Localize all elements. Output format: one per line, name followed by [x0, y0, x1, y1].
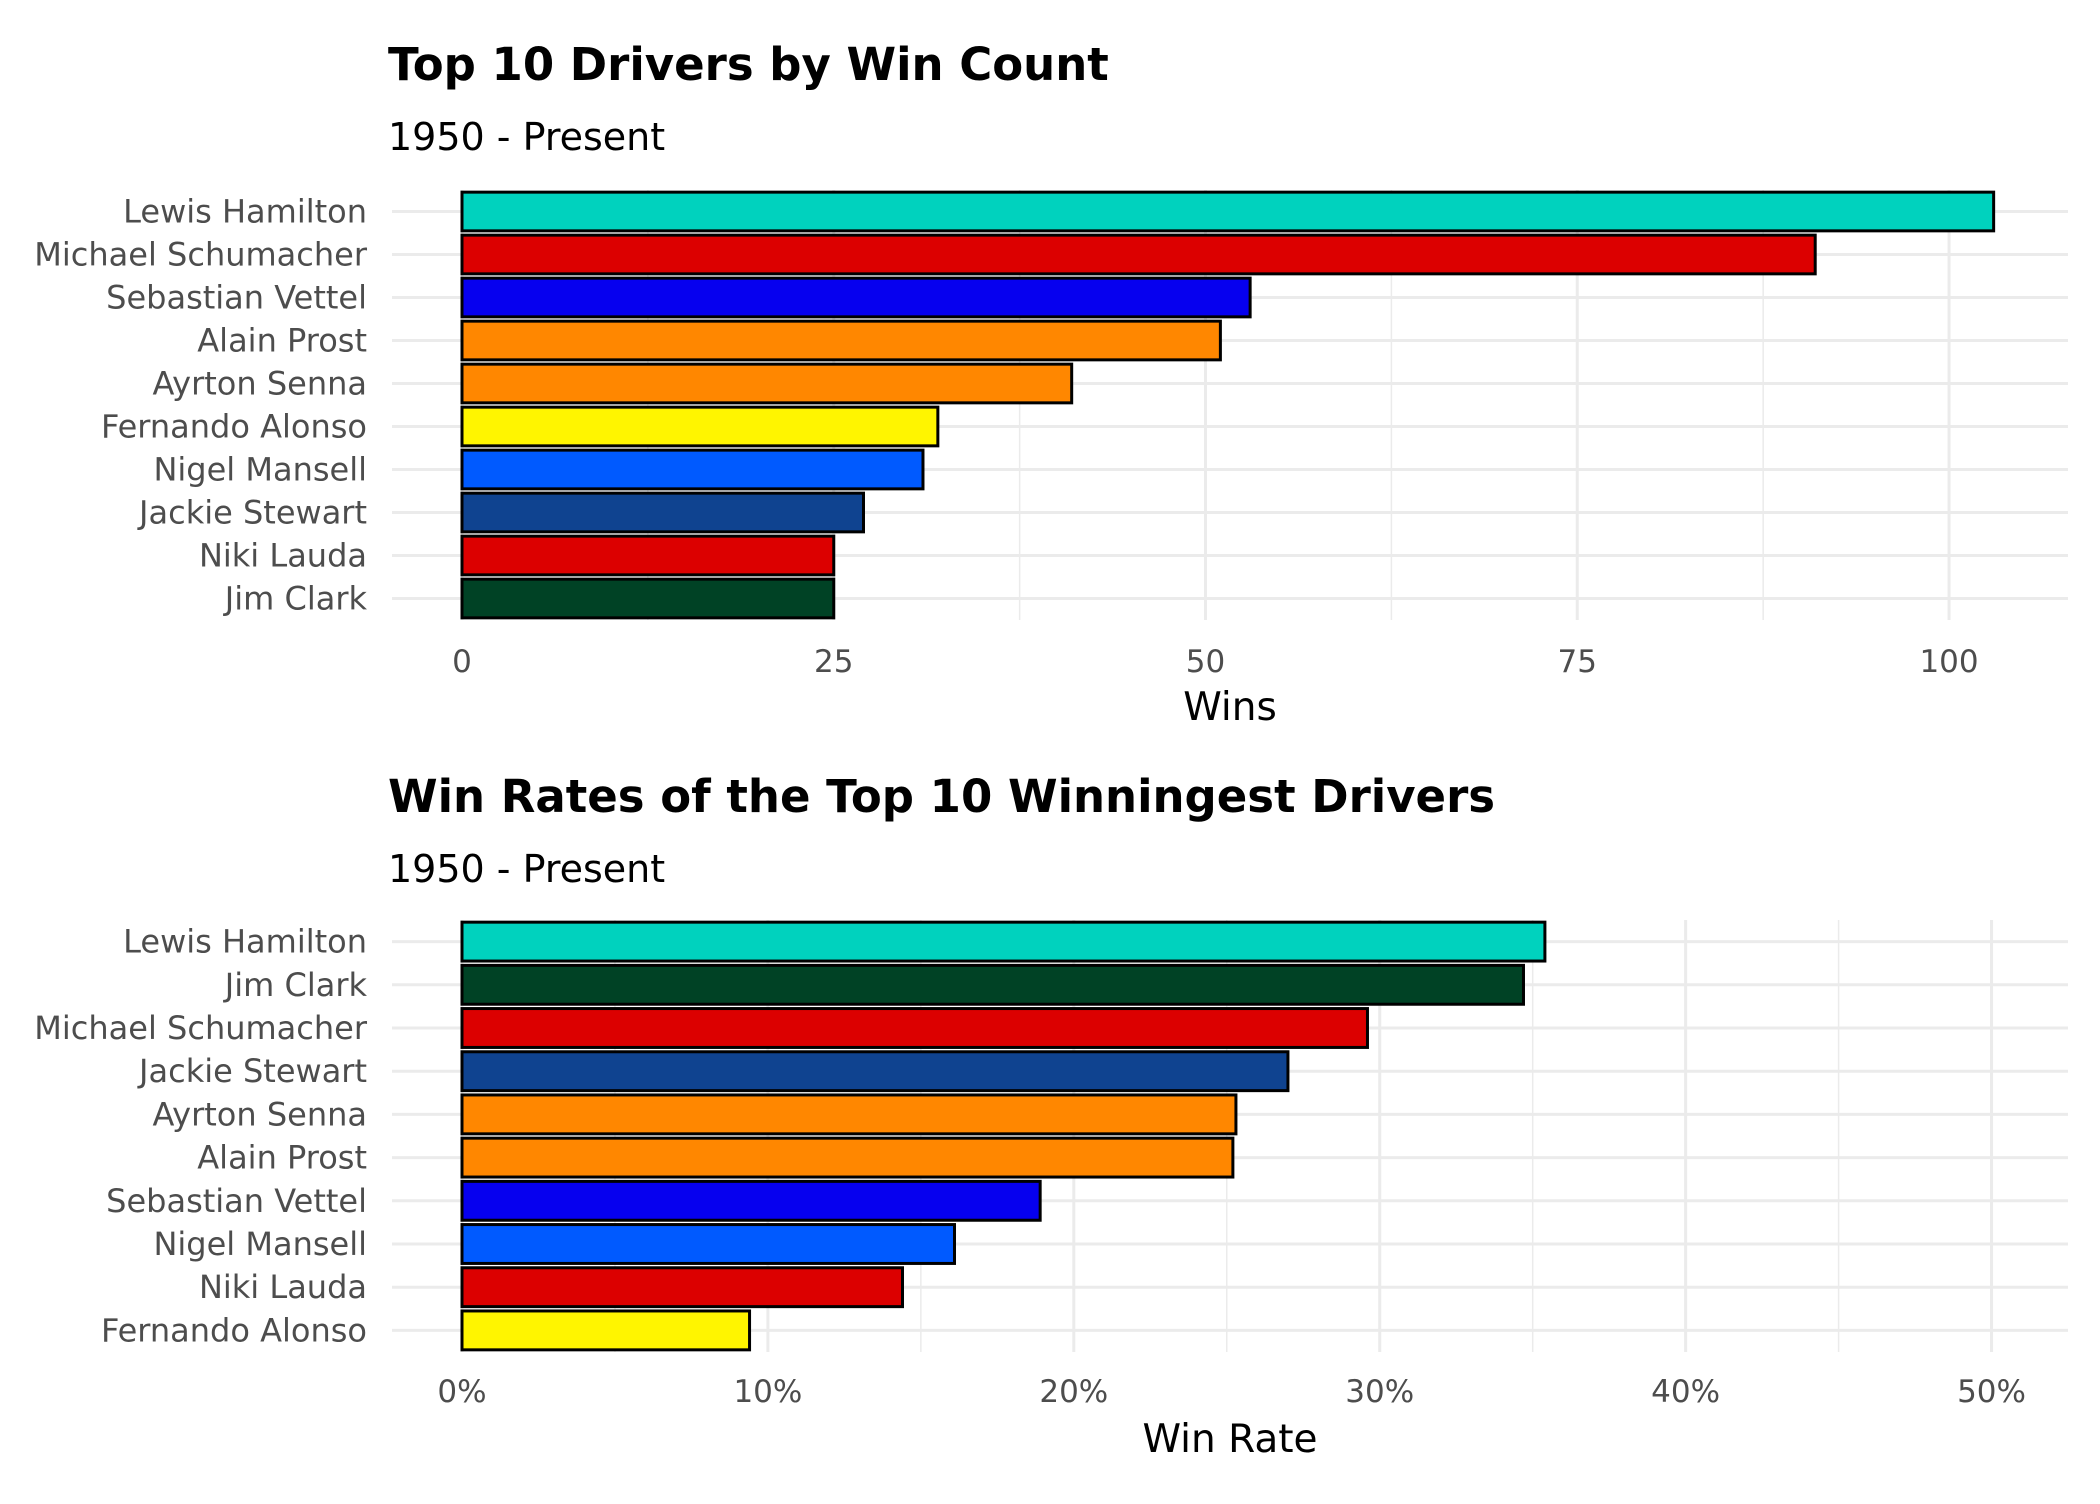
chart-title: Top 10 Drivers by Win Count — [388, 38, 1109, 91]
category-label: Lewis Hamilton — [123, 923, 367, 961]
x-tick-label: 75 — [1558, 644, 1597, 680]
bar-jim-clark — [460, 963, 1525, 1006]
bar-jim-clark — [460, 577, 836, 620]
x-tick-label: 30% — [1345, 1374, 1414, 1410]
bar-niki-lauda — [460, 1266, 905, 1309]
bar-jackie-stewart — [460, 1050, 1290, 1093]
x-tick-label: 10% — [733, 1374, 802, 1410]
bar-alain-prost — [460, 319, 1222, 362]
bar-fernando-alonso — [460, 1309, 752, 1352]
chart-subtitle: 1950 - Present — [388, 115, 665, 159]
x-axis-title: Wins — [1183, 685, 1277, 730]
category-label: Fernando Alonso — [101, 408, 367, 446]
bar-lewis-hamilton — [460, 190, 1996, 233]
bar-michael-schumacher — [460, 233, 1817, 276]
x-tick-label: 50% — [1957, 1374, 2026, 1410]
bar-nigel-mansell — [460, 448, 925, 491]
x-tick-label: 40% — [1651, 1374, 1720, 1410]
bar-niki-lauda — [460, 534, 836, 577]
x-tick-label: 50 — [1186, 644, 1225, 680]
bar-fernando-alonso — [460, 405, 940, 448]
bar-michael-schumacher — [460, 1007, 1369, 1049]
category-label: Jackie Stewart — [137, 494, 367, 532]
category-label: Jackie Stewart — [137, 1052, 367, 1090]
category-label: Niki Lauda — [199, 537, 367, 575]
category-label: Sebastian Vettel — [106, 1182, 367, 1220]
bar-ayrton-senna — [460, 1093, 1238, 1136]
category-label: Nigel Mansell — [153, 1225, 367, 1263]
category-label: Lewis Hamilton — [123, 193, 367, 231]
category-label: Sebastian Vettel — [106, 279, 367, 317]
chart-title: Win Rates of the Top 10 Winningest Drive… — [388, 770, 1495, 823]
category-label: Michael Schumacher — [34, 236, 368, 274]
x-tick-label: 25 — [814, 644, 853, 680]
bar-sebastian-vettel — [460, 276, 1252, 319]
category-label: Nigel Mansell — [153, 451, 367, 489]
bar-ayrton-senna — [460, 362, 1074, 405]
bar-jackie-stewart — [460, 491, 865, 534]
bar-alain-prost — [460, 1136, 1235, 1179]
category-label: Ayrton Senna — [152, 1095, 367, 1133]
category-label: Fernando Alonso — [101, 1311, 367, 1349]
bar-nigel-mansell — [460, 1223, 957, 1265]
category-label: Alain Prost — [197, 1139, 367, 1177]
x-axis-title: Win Rate — [1142, 1417, 1317, 1462]
category-label: Alain Prost — [197, 322, 367, 360]
category-label: Jim Clark — [223, 580, 368, 618]
category-label: Michael Schumacher — [34, 1009, 368, 1047]
category-label: Niki Lauda — [199, 1268, 367, 1306]
x-tick-label: 100 — [1919, 644, 1978, 680]
category-label: Ayrton Senna — [152, 365, 367, 403]
x-tick-label: 0% — [437, 1374, 486, 1410]
bar-sebastian-vettel — [460, 1179, 1042, 1222]
bar-lewis-hamilton — [460, 920, 1547, 963]
x-tick-label: 20% — [1039, 1374, 1108, 1410]
chart-panel-2: Win Rates of the Top 10 Winningest Drive… — [34, 770, 2068, 1462]
chart-panel-1: Top 10 Drivers by Win Count 1950 - Presen… — [34, 38, 2068, 730]
x-tick-label: 0 — [452, 644, 472, 680]
chart-subtitle: 1950 - Present — [388, 847, 665, 891]
category-label: Jim Clark — [223, 966, 368, 1004]
